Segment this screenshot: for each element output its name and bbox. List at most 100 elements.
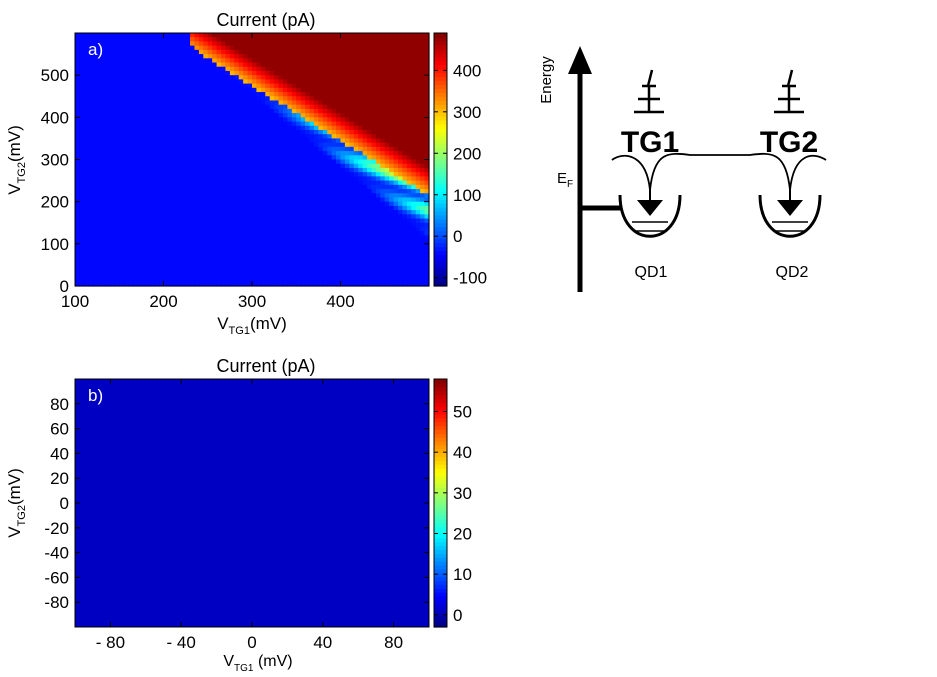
heat-cell [274,248,280,253]
heat-cell [256,159,262,165]
heat-cell [114,113,120,118]
heat-cell [252,92,258,97]
heat-cell [128,125,134,131]
heat-cell [190,129,196,135]
heat-cell [287,167,293,173]
heat-cell [247,79,253,85]
heat-cell [318,167,324,173]
heat-cell [229,92,235,97]
heat-cell [269,231,275,236]
heat-cell [225,231,231,236]
heat-cell [406,260,412,266]
heat-cell [269,155,275,161]
heat-cell [358,273,364,279]
heat-cell [300,235,306,241]
heat-cell [190,125,196,131]
heat-cell [340,121,346,127]
panel-b-title: Current (pA) [216,356,315,376]
heat-cell [141,155,147,161]
heat-cell [274,214,280,220]
heat-cell [163,155,169,161]
heat-cell [424,235,430,241]
heat-cell [83,269,89,274]
heat-cell [97,142,103,148]
heat-cell [291,264,297,270]
heat-cell [83,184,89,190]
heat-cell [247,218,253,224]
heat-cell [420,138,426,144]
heat-cell [154,125,160,131]
heat-cell [101,70,107,76]
heat-cell [349,184,355,190]
heat-cell [132,113,138,118]
heat-cell [212,75,218,80]
heat-cell [256,231,262,236]
heat-cell [123,66,129,72]
heat-cell [269,83,275,89]
heat-cell [252,167,258,173]
heat-cell [190,163,196,169]
heat-cell [167,201,173,207]
heat-cell [305,248,311,253]
heat-cell [252,222,258,228]
heat-cell [198,37,204,43]
heat-cell [384,96,390,102]
heat-cell [243,62,249,68]
heat-cell [349,142,355,148]
heat-cell [371,235,377,241]
heat-cell [331,33,337,38]
heat-cell [358,58,364,64]
heat-cell [207,239,213,245]
heat-cell [291,33,297,38]
heat-cell [371,201,377,207]
heat-cell [194,205,200,211]
heat-cell [398,125,404,131]
heat-cell [190,248,196,253]
heat-cell [371,70,377,76]
heat-cell [145,45,151,51]
heat-cell [282,273,288,279]
heat-cell [402,41,408,47]
heat-cell [79,256,85,262]
heat-cell [362,66,368,72]
heat-cell [198,66,204,72]
heat-cell [190,269,196,274]
heat-cell [207,159,213,165]
heat-cell [221,214,227,220]
heat-cell [313,104,319,110]
heat-cell [216,45,222,51]
heat-cell [398,45,404,51]
heat-cell [176,108,182,114]
colorbar-segment [434,72,447,78]
heat-cell [362,189,368,194]
heat-cell [145,231,151,236]
heat-cell [207,121,213,127]
heat-cell [313,83,319,89]
colorbar-segment [434,159,447,165]
heat-cell [229,37,235,43]
heat-cell [88,108,94,114]
heat-cell [375,33,381,38]
heat-cell [389,163,395,169]
heat-cell [194,172,200,177]
heat-cell [393,33,399,38]
heat-cell [247,134,253,140]
heat-cell [269,277,275,283]
heat-cell [291,146,297,152]
heat-cell [238,184,244,190]
heat-cell [344,172,350,177]
heat-cell [265,205,271,211]
heat-cell [110,108,116,114]
heat-cell [123,172,129,177]
heat-cell [97,75,103,80]
heat-cell [207,49,213,55]
heat-cell [159,142,165,148]
heat-cell [97,197,103,203]
heat-cell [384,281,390,287]
heat-cell [411,96,417,102]
heat-cell [216,142,222,148]
heat-cell [362,83,368,89]
heat-cell [265,243,271,249]
heat-cell [145,167,151,173]
heat-cell [322,54,328,59]
